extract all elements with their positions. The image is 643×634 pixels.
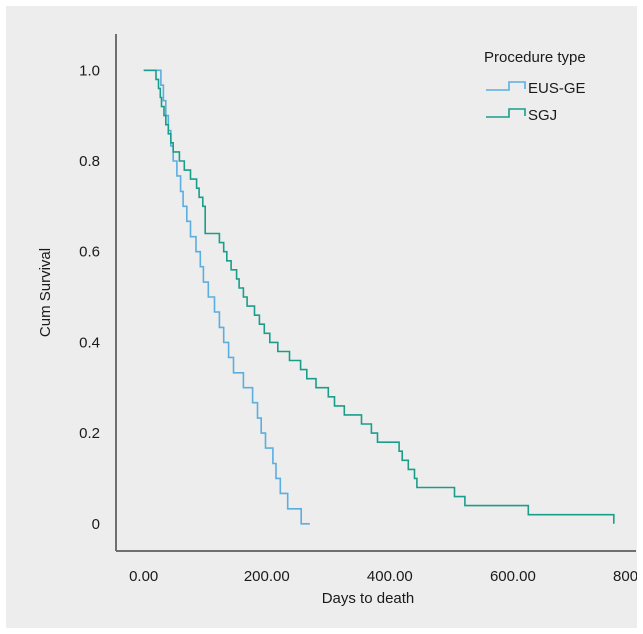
y-tick-label: 1.0 bbox=[79, 62, 100, 79]
survival-curve-eus-ge bbox=[143, 69, 310, 525]
y-tick-label: 0.2 bbox=[79, 425, 100, 442]
survival-chart: 0 0.2 0.4 0.6 0.8 1.0 0.00 200.00 400.00 600.00 8… bbox=[37, 34, 637, 607]
survival-curves bbox=[143, 69, 615, 525]
legend-label: SGJ bbox=[528, 107, 557, 124]
survival-curve-sgj bbox=[143, 69, 615, 524]
y-tick-labels: 0 0.2 0.4 0.6 0.8 1.0 bbox=[79, 62, 100, 533]
x-axis-title: Days to death bbox=[322, 590, 415, 607]
x-tick-label: 200.00 bbox=[244, 568, 290, 585]
x-tick-labels: 0.00 200.00 400.00 600.00 800.00 bbox=[129, 568, 637, 585]
x-tick-label: 400.00 bbox=[367, 568, 413, 585]
legend-label: EUS-GE bbox=[528, 80, 586, 97]
y-tick-label: 0.6 bbox=[79, 244, 100, 261]
x-tick-label: 600.00 bbox=[490, 568, 536, 585]
legend-title: Procedure type bbox=[484, 49, 586, 66]
x-tick-label: 800.00 bbox=[613, 568, 637, 585]
x-tick-label: 0.00 bbox=[129, 568, 158, 585]
y-tick-label: 0.4 bbox=[79, 334, 100, 351]
legend-swatch bbox=[486, 108, 526, 118]
legend: Procedure type EUS-GE SGJ bbox=[484, 49, 586, 124]
y-tick-label: 0.8 bbox=[79, 153, 100, 170]
y-tick-label: 0 bbox=[92, 516, 100, 533]
axes bbox=[115, 34, 636, 552]
chart-panel: 0 0.2 0.4 0.6 0.8 1.0 0.00 200.00 400.00 600.00 8… bbox=[6, 6, 637, 628]
legend-swatch bbox=[486, 81, 526, 91]
y-axis-title: Cum Survival bbox=[37, 248, 54, 337]
